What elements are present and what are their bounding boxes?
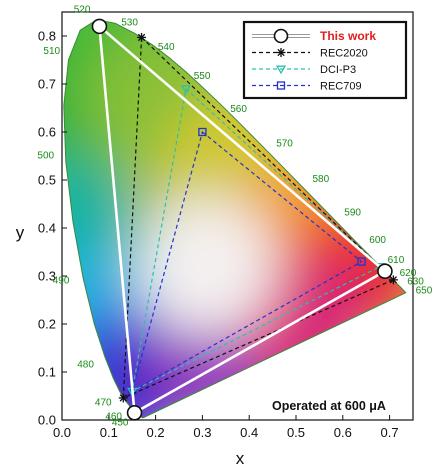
- data-point: [357, 257, 366, 266]
- x-tick-label: 0.1: [100, 425, 118, 440]
- wavelength-label: 520: [74, 5, 91, 16]
- y-tick-label: 0.5: [38, 173, 56, 188]
- y-tick-label: 0.4: [38, 221, 56, 236]
- data-point: [275, 65, 287, 75]
- data-point: [388, 275, 398, 285]
- legend-entry: This work: [252, 28, 376, 44]
- y-axis: 0.0 0.1 0.2 0.3 0.4 0.5 0.6 0.7 0.8: [38, 29, 67, 428]
- gamut-series: [91, 18, 398, 421]
- legend-label: This work: [320, 29, 376, 43]
- wavelength-label: 480: [77, 359, 94, 370]
- data-point: [276, 48, 286, 57]
- data-point: [276, 81, 286, 90]
- series-line: [131, 87, 382, 393]
- wavelength-label: 530: [121, 17, 138, 28]
- data-point: [198, 127, 207, 137]
- series-line: [131, 130, 363, 393]
- x-tick-label: 0.6: [334, 425, 352, 440]
- data-point: [137, 32, 147, 42]
- y-tick-label: 0.2: [38, 317, 56, 332]
- y-axis-label: y: [16, 223, 25, 242]
- wavelength-label: 560: [230, 104, 247, 115]
- wavelength-label: 490: [53, 275, 70, 286]
- annotation-text: Operated at 600 μA: [272, 399, 386, 413]
- wavelength-label: 570: [276, 139, 293, 150]
- wavelength-label: 610: [388, 255, 405, 266]
- y-tick-label: 0.0: [38, 413, 56, 428]
- wavelength-label: 550: [194, 71, 211, 82]
- legend-label: DCI-P3: [320, 64, 356, 76]
- series-rec2020: [118, 32, 398, 403]
- legend-label: REC2020: [320, 48, 368, 60]
- wavelength-label: 620: [400, 268, 417, 279]
- series-this-work: [91, 18, 393, 421]
- legend-entry: REC709: [252, 81, 362, 93]
- legend-entry: REC2020: [252, 48, 368, 60]
- data-point: [273, 28, 289, 44]
- wavelength-label: 590: [344, 208, 361, 219]
- data-point: [126, 404, 143, 421]
- data-point: [377, 263, 393, 280]
- data-point: [91, 18, 108, 35]
- legend-label: REC709: [320, 81, 362, 93]
- wavelength-label: 580: [313, 174, 330, 185]
- data-point: [180, 85, 192, 95]
- wavelength-label: 460: [105, 411, 122, 422]
- plot-frame: [61, 11, 414, 421]
- wavelength-label: 500: [37, 151, 54, 162]
- wavelength-label: 600: [369, 235, 386, 246]
- legend-entry: DCI-P3: [252, 64, 356, 76]
- wavelength-label: 650: [416, 286, 432, 297]
- series-line: [97, 23, 388, 415]
- x-tick-label: 0.4: [240, 425, 258, 440]
- x-tick-label: 0.5: [287, 425, 305, 440]
- wavelength-label: 510: [43, 46, 60, 57]
- y-tick-label: 0.1: [38, 365, 56, 380]
- legend: This work REC2020 DCI-P3 REC709: [242, 20, 408, 100]
- x-axis: 0.0 0.1 0.2 0.3 0.4 0.5 0.6 0.7: [53, 415, 399, 440]
- x-tick-label: 0.3: [193, 425, 211, 440]
- wavelength-label: 630: [407, 277, 424, 288]
- x-tick-label: 0.7: [381, 425, 399, 440]
- wavelength-label: 470: [95, 397, 112, 408]
- x-tick-label: 0.2: [147, 425, 165, 440]
- y-tick-label: 0.6: [38, 125, 56, 140]
- x-axis-label: x: [236, 449, 245, 468]
- y-tick-label: 0.3: [38, 269, 56, 284]
- x-tick-label: 0.0: [53, 425, 71, 440]
- y-tick-label: 0.7: [38, 77, 56, 92]
- y-tick-label: 0.8: [38, 29, 56, 44]
- wavelength-label: 540: [158, 42, 175, 53]
- wavelength-label: 450: [112, 418, 129, 429]
- data-point: [118, 393, 128, 403]
